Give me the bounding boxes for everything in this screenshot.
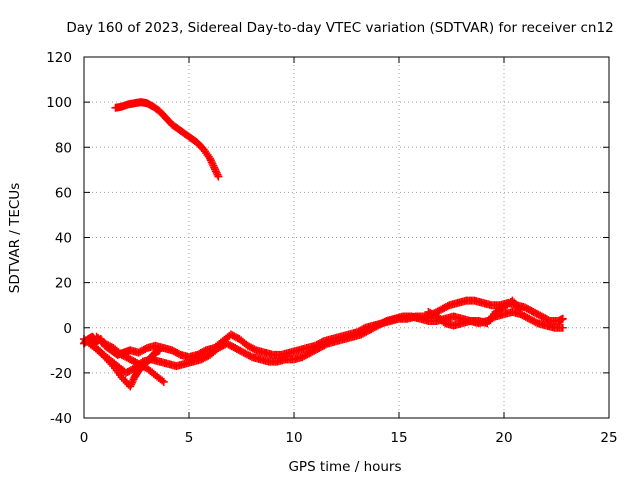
series-diagonal-branches — [84, 296, 525, 391]
data-point — [558, 314, 567, 323]
data-point — [159, 377, 168, 386]
tick-layer: 0 5 10 15 20 25 -40 -20 0 20 40 60 80 100 120 — [46, 50, 617, 446]
y-tick-label: 0 — [63, 321, 72, 337]
y-tick-label: 20 — [55, 276, 72, 292]
y-tick-label: -40 — [50, 411, 72, 427]
y-tick-label: 120 — [46, 50, 72, 66]
data-point — [212, 168, 221, 177]
data-point — [515, 303, 524, 312]
x-tick-label: 0 — [80, 430, 89, 446]
x-tick-label: 15 — [390, 430, 407, 446]
data-point — [211, 167, 220, 176]
data-point — [206, 156, 215, 165]
data-point — [158, 376, 167, 385]
data-point — [107, 360, 116, 369]
y-tick-label: 80 — [55, 140, 72, 156]
chart-title: Day 160 of 2023, Sidereal Day-to-day VTE… — [66, 20, 613, 36]
data-point — [558, 323, 567, 332]
x-axis-label: GPS time / hours — [288, 459, 401, 475]
data-point — [128, 376, 137, 385]
x-tick-label: 10 — [285, 430, 302, 446]
y-axis-label: SDTVAR / TECUs — [7, 183, 23, 293]
y-tick-label: -20 — [50, 366, 72, 382]
data-point — [127, 378, 136, 387]
series-upper-arc — [111, 98, 223, 181]
data-point — [211, 165, 220, 174]
y-tick-label: 100 — [46, 95, 72, 111]
data-point — [206, 154, 214, 163]
data-layer — [80, 98, 567, 391]
data-point — [208, 159, 217, 168]
data-point — [126, 382, 135, 391]
x-tick-label: 25 — [600, 430, 617, 446]
x-tick-label: 20 — [495, 430, 512, 446]
data-point — [516, 305, 525, 314]
data-point — [127, 380, 136, 389]
y-tick-label: 40 — [55, 231, 72, 247]
data-point — [213, 170, 222, 179]
data-point — [155, 346, 164, 355]
data-point — [207, 158, 216, 167]
data-point — [214, 172, 223, 181]
data-point — [210, 163, 219, 172]
y-tick-label: 60 — [55, 185, 72, 201]
x-tick-label: 5 — [185, 430, 194, 446]
data-point — [209, 161, 218, 170]
